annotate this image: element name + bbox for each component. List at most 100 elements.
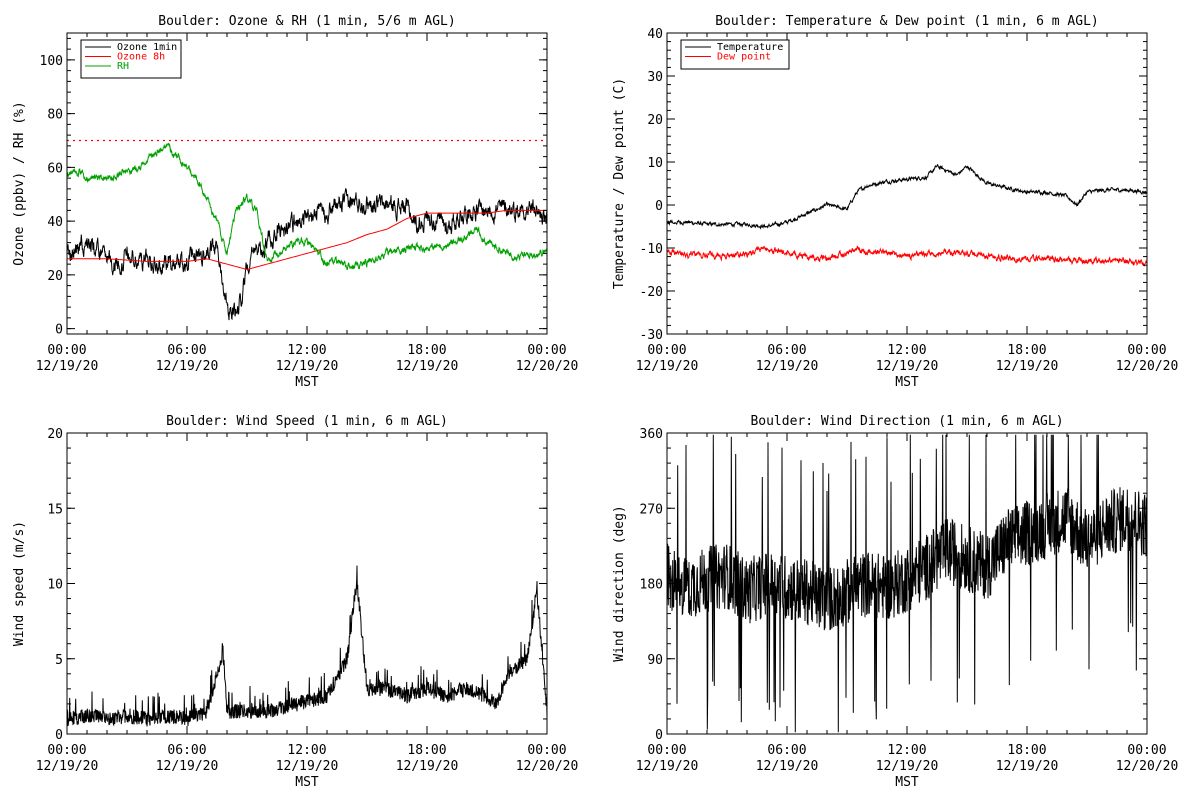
- y-axis-label: Wind direction (deg): [612, 505, 627, 662]
- y-tick-label: 60: [47, 161, 63, 176]
- series-line-wind-speed: [67, 565, 547, 727]
- x-tick-label-date: 12/19/20: [636, 759, 699, 774]
- x-axis-label: MST: [895, 375, 919, 390]
- x-tick-label-date: 12/19/20: [876, 759, 939, 774]
- y-tick-label: 180: [640, 578, 663, 593]
- y-axis-label: Temperature / Dew point (C): [612, 78, 627, 289]
- x-tick-label-date: 12/19/20: [36, 359, 99, 374]
- y-tick-label: 100: [40, 54, 63, 69]
- legend-label: Ozone 1min: [117, 42, 177, 53]
- y-tick-label: 15: [47, 502, 63, 517]
- x-tick-label-time: 18:00: [1007, 343, 1046, 358]
- x-tick-label-time: 12:00: [887, 343, 926, 358]
- x-tick-label-time: 00:00: [527, 743, 566, 758]
- x-axis-label: MST: [295, 375, 319, 390]
- plot-area: [667, 163, 1147, 267]
- y-tick-label: 360: [640, 427, 663, 442]
- plot-frame: [666, 32, 1148, 335]
- x-tick-label-date: 12/19/20: [156, 759, 219, 774]
- y-axis-label: Ozone (ppbv) / RH (%): [12, 101, 27, 265]
- legend-label: Dew point: [717, 52, 771, 63]
- panel-title: Boulder: Wind Direction (1 min, 6 m AGL): [750, 414, 1063, 429]
- x-tick-label-date: 12/20/20: [1116, 759, 1179, 774]
- series-line-temperature: [667, 163, 1147, 230]
- y-tick-label: 10: [647, 156, 663, 171]
- panel-temp: Boulder: Temperature & Dew point (1 min,…: [612, 14, 1178, 390]
- legend-label: RH: [117, 61, 129, 72]
- y-axis-label: Wind speed (m/s): [12, 521, 27, 646]
- x-tick-label-date: 12/19/20: [396, 359, 459, 374]
- x-tick-label-date: 12/19/20: [636, 359, 699, 374]
- x-tick-label-date: 12/20/20: [516, 359, 579, 374]
- x-tick-label-date: 12/19/20: [876, 359, 939, 374]
- legend-label: Temperature: [717, 42, 783, 53]
- x-axis-label: MST: [895, 775, 919, 790]
- y-tick-label: 20: [647, 113, 663, 128]
- x-tick-label-time: 18:00: [407, 743, 446, 758]
- series-line-wind-direction: [667, 434, 1147, 733]
- y-tick-label: 20: [47, 269, 63, 284]
- y-tick-label: -10: [640, 242, 663, 257]
- y-tick-label: 5: [55, 653, 63, 668]
- x-tick-label-time: 00:00: [647, 343, 686, 358]
- x-tick-label-date: 12/19/20: [756, 759, 819, 774]
- panel-title: Boulder: Temperature & Dew point (1 min,…: [715, 14, 1099, 29]
- x-tick-label-date: 12/19/20: [276, 359, 339, 374]
- y-tick-label: 40: [647, 27, 663, 42]
- plot-frame: [66, 432, 548, 735]
- x-tick-label-time: 18:00: [1007, 743, 1046, 758]
- y-tick-label: 40: [47, 215, 63, 230]
- series-line-dew-point: [667, 245, 1147, 267]
- x-tick-label-date: 12/19/20: [996, 359, 1059, 374]
- x-tick-label-date: 12/19/20: [156, 359, 219, 374]
- x-tick-label-date: 12/19/20: [276, 759, 339, 774]
- x-tick-label-date: 12/19/20: [396, 759, 459, 774]
- x-tick-label-date: 12/19/20: [756, 359, 819, 374]
- x-tick-label-time: 06:00: [767, 343, 806, 358]
- y-tick-label: 90: [647, 653, 663, 668]
- x-tick-label-time: 18:00: [407, 343, 446, 358]
- y-tick-label: 0: [655, 199, 663, 214]
- x-tick-label-time: 00:00: [47, 343, 86, 358]
- x-tick-label-date: 12/19/20: [36, 759, 99, 774]
- x-tick-label-date: 12/19/20: [996, 759, 1059, 774]
- panel-wdir: Boulder: Wind Direction (1 min, 6 m AGL)…: [612, 414, 1178, 790]
- plot-area: [667, 434, 1147, 733]
- y-tick-label: 270: [640, 502, 663, 517]
- y-tick-label: 0: [55, 323, 63, 338]
- series-line-ozone-8h: [67, 209, 547, 271]
- plot-area: [67, 565, 547, 727]
- legend-box: [80, 39, 182, 79]
- y-tick-label: 80: [47, 108, 63, 123]
- x-tick-label-time: 06:00: [167, 343, 206, 358]
- x-tick-label-time: 00:00: [647, 743, 686, 758]
- x-tick-label-time: 06:00: [767, 743, 806, 758]
- series-line-ozone-1min: [67, 188, 547, 321]
- panel-title: Boulder: Wind Speed (1 min, 6 m AGL): [166, 414, 448, 429]
- x-tick-label-time: 12:00: [287, 343, 326, 358]
- plot-area: [67, 139, 547, 321]
- x-tick-label-date: 12/20/20: [1116, 359, 1179, 374]
- y-tick-label: 0: [655, 728, 663, 743]
- x-tick-label-time: 00:00: [1127, 743, 1166, 758]
- x-tick-label-time: 12:00: [287, 743, 326, 758]
- y-tick-label: 30: [647, 70, 663, 85]
- x-tick-label-time: 00:00: [1127, 343, 1166, 358]
- y-tick-label: -20: [640, 285, 663, 300]
- y-tick-label: 0: [55, 728, 63, 743]
- x-tick-label-date: 12/20/20: [516, 759, 579, 774]
- x-tick-label-time: 00:00: [47, 743, 86, 758]
- y-tick-label: -30: [640, 328, 663, 343]
- x-tick-label-time: 00:00: [527, 343, 566, 358]
- panel-title: Boulder: Ozone & RH (1 min, 5/6 m AGL): [158, 14, 455, 29]
- panel-ozone: Boulder: Ozone & RH (1 min, 5/6 m AGL) Oz…: [12, 14, 578, 390]
- panel-wspd: Boulder: Wind Speed (1 min, 6 m AGL) Wind…: [12, 414, 578, 790]
- legend-box: [680, 39, 790, 70]
- y-tick-label: 10: [47, 578, 63, 593]
- x-tick-label-time: 06:00: [167, 743, 206, 758]
- x-axis-label: MST: [295, 775, 319, 790]
- x-tick-label-time: 12:00: [887, 743, 926, 758]
